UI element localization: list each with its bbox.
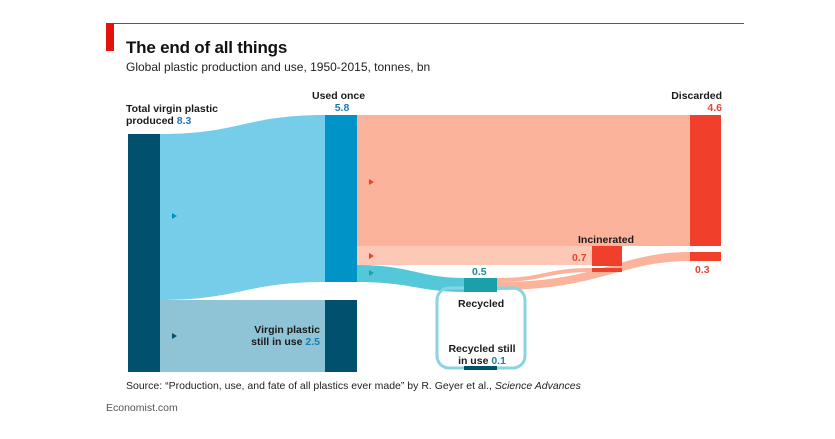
- node-virgin-still-in-use: [325, 300, 357, 372]
- flow-total-to-used: [160, 115, 325, 300]
- value-virgin-still-in-use: 2.5: [305, 336, 320, 348]
- flow-virgin-still-in-use: [160, 300, 325, 372]
- flow-used-to-recycled: [357, 265, 464, 292]
- flow-used-to-discarded: [357, 115, 690, 246]
- label-used-once-text: Used once: [312, 90, 366, 102]
- label-recycled-still-in-use: Recycled still in use 0.1: [447, 343, 517, 367]
- node-recycled: [464, 278, 497, 292]
- node-recycled-still-in-use: [464, 366, 497, 370]
- page-title: The end of all things: [126, 38, 288, 57]
- label-total-virgin: Total virgin plastic produced 8.3: [126, 103, 218, 127]
- label-discarded: Discarded 4.6: [668, 90, 722, 114]
- label-discarded-text: Discarded: [671, 90, 722, 102]
- value-recycled: 0.5: [472, 266, 487, 278]
- source-note: Source: “Production, use, and fate of al…: [126, 380, 581, 392]
- arrow-icon-total-to-used: [172, 213, 177, 219]
- page-subtitle: Global plastic production and use, 1950-…: [126, 60, 431, 74]
- value-incinerated: 0.7: [572, 252, 587, 264]
- value-recycled-still-in-use: 0.1: [491, 355, 506, 367]
- label-recycled-still-line1: Recycled still: [448, 343, 516, 355]
- label-recycled-still-line2: in use: [458, 355, 489, 367]
- source-journal: Science Advances: [494, 380, 581, 392]
- value-discarded-recycled: 0.3: [695, 264, 710, 276]
- arrow-icon-used-to-incinerated: [369, 253, 374, 259]
- node-incinerated-recycled: [592, 268, 622, 272]
- label-total-line2: produced: [126, 115, 174, 127]
- label-virgin-still-line2: still in use: [251, 336, 303, 348]
- label-recycled: Recycled: [458, 298, 505, 310]
- label-used-once: Used once 5.8: [312, 90, 365, 114]
- node-total-virgin: [128, 134, 160, 372]
- header-rule: [106, 23, 744, 24]
- label-virgin-still-line1: Virgin plastic: [254, 324, 320, 336]
- arrow-icon-used-to-discarded: [369, 179, 374, 185]
- flow-used-to-incinerated: [357, 246, 592, 265]
- arrow-icon-used-to-recycled: [369, 270, 374, 276]
- node-incinerated: [592, 246, 622, 266]
- label-total-line1: Total virgin plastic: [126, 103, 218, 115]
- label-incinerated: Incinerated: [578, 234, 635, 246]
- node-discarded: [690, 115, 721, 246]
- arrow-icon-total-to-still: [172, 333, 177, 339]
- value-total-virgin: 8.3: [176, 115, 192, 127]
- node-used-once: [325, 115, 357, 282]
- publisher-credit: Economist.com: [106, 402, 178, 414]
- label-virgin-still-in-use: Virgin plastic still in use 2.5: [240, 324, 320, 348]
- economist-red-tab: [106, 23, 114, 51]
- value-discarded: 4.6: [707, 102, 722, 114]
- value-used-once: 5.8: [334, 102, 350, 114]
- flow-recycled-to-incinerated: [497, 268, 592, 282]
- node-discarded-recycled: [690, 252, 721, 261]
- source-text: Source: “Production, use, and fate of al…: [126, 380, 495, 392]
